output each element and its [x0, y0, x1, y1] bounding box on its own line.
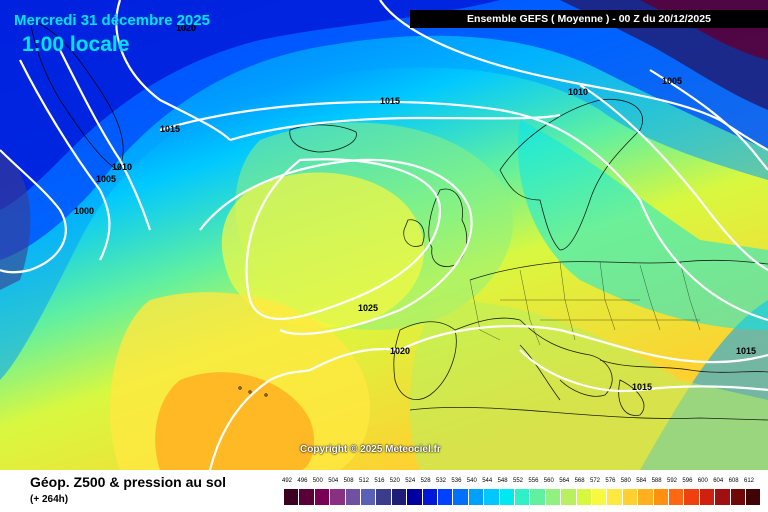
- scale-label: 524: [405, 478, 416, 484]
- scale-swatch: [592, 489, 607, 505]
- scale-swatch: [715, 489, 730, 505]
- scale-label: 568: [574, 478, 585, 484]
- scale-label: 608: [728, 478, 739, 484]
- scale-label: 516: [374, 478, 385, 484]
- scale-swatch: [361, 489, 376, 505]
- scale-swatch: [345, 489, 360, 505]
- scale-label: 496: [297, 478, 308, 484]
- scale-label: 560: [543, 478, 554, 484]
- isobar-label: 1010: [112, 162, 132, 172]
- isobar-label: 1010: [568, 87, 588, 97]
- scale-swatch: [669, 489, 684, 505]
- coastlines: [29, 19, 768, 421]
- scale-label: 588: [651, 478, 662, 484]
- isobar-label: 1020: [390, 346, 410, 356]
- scale-label: 544: [482, 478, 493, 484]
- scale-label: 492: [282, 478, 293, 484]
- scale-swatch: [515, 489, 530, 505]
- scale-label: 532: [436, 478, 447, 484]
- scale-swatch: [545, 489, 561, 505]
- isobar-label: 1005: [662, 76, 682, 86]
- isobar-labels: 1020 1015 1010 1005 1000 1015 1010 1005 …: [74, 23, 756, 392]
- isobar-label: 1015: [632, 382, 652, 392]
- scale-label: 540: [466, 478, 477, 484]
- map-title: Géop. Z500 & pression au sol: [30, 474, 227, 490]
- scale-swatch: [468, 489, 484, 505]
- scale-swatch: [284, 489, 299, 505]
- scale-label: 512: [359, 478, 370, 484]
- isobars: [0, 0, 768, 470]
- scale-swatch: [653, 489, 668, 505]
- scale-label: 528: [420, 478, 431, 484]
- scale-swatch: [684, 489, 699, 505]
- scale-swatch: [607, 489, 622, 505]
- model-run-banner: Ensemble GEFS ( Moyenne ) - 00 Z du 20/1…: [410, 10, 768, 28]
- date-line: Mercredi 31 décembre 2025: [14, 12, 210, 29]
- scale-swatch: [422, 489, 437, 505]
- isobar-label: 1005: [96, 174, 116, 184]
- scale-label: 584: [636, 478, 647, 484]
- scale-label: 552: [513, 478, 524, 484]
- scale-swatch: [730, 489, 745, 505]
- scale-swatch: [484, 489, 499, 505]
- scale-swatch: [530, 489, 545, 505]
- scale-swatch: [330, 489, 345, 505]
- isobar-label: 1015: [380, 96, 400, 106]
- copyright: Copyright © 2025 Meteociel.fr: [300, 444, 441, 455]
- scale-swatch: [299, 489, 314, 505]
- local-time: 1:00 locale: [22, 33, 130, 56]
- scale-swatch: [453, 489, 468, 505]
- scale-swatch: [746, 489, 761, 505]
- scale-swatch: [561, 489, 576, 505]
- scale-label: 520: [389, 478, 400, 484]
- scale-label: 548: [497, 478, 508, 484]
- scale-label: 572: [590, 478, 601, 484]
- scale-label: 604: [713, 478, 724, 484]
- scale-label: 596: [682, 478, 693, 484]
- isobar-label: 1015: [160, 124, 180, 134]
- scale-label: 612: [744, 478, 755, 484]
- isobar-label: 1015: [736, 346, 756, 356]
- scale-label: 556: [528, 478, 539, 484]
- scale-label: 600: [697, 478, 708, 484]
- isobar-label: 1000: [74, 206, 94, 216]
- scale-swatch: [376, 489, 391, 505]
- isobar-label: 1025: [358, 303, 378, 313]
- scale-label: 500: [312, 478, 323, 484]
- geopotential-map: 1020 1015 1010 1005 1000 1015 1010 1005 …: [0, 0, 768, 470]
- scale-swatch: [499, 489, 514, 505]
- forecast-offset: (+ 264h): [30, 494, 69, 505]
- scale-label: 564: [559, 478, 570, 484]
- scale-swatch: [638, 489, 653, 505]
- scale-swatch: [699, 489, 715, 505]
- scale-swatch: [622, 489, 638, 505]
- scale-swatch: [407, 489, 422, 505]
- scale-label: 508: [343, 478, 354, 484]
- scale-label: 576: [605, 478, 616, 484]
- scale-swatch: [576, 489, 591, 505]
- scale-label: 592: [667, 478, 678, 484]
- scale-label: 580: [620, 478, 631, 484]
- scale-label: 504: [328, 478, 339, 484]
- scale-swatch: [314, 489, 330, 505]
- country-borders: [469, 261, 701, 346]
- scale-label: 536: [451, 478, 462, 484]
- model-run-label: Ensemble GEFS ( Moyenne ) - 00 Z du 20/1…: [467, 13, 711, 25]
- isobar-label: 1020: [176, 23, 196, 33]
- scale-swatch: [438, 489, 453, 505]
- scale-swatch: [391, 489, 407, 505]
